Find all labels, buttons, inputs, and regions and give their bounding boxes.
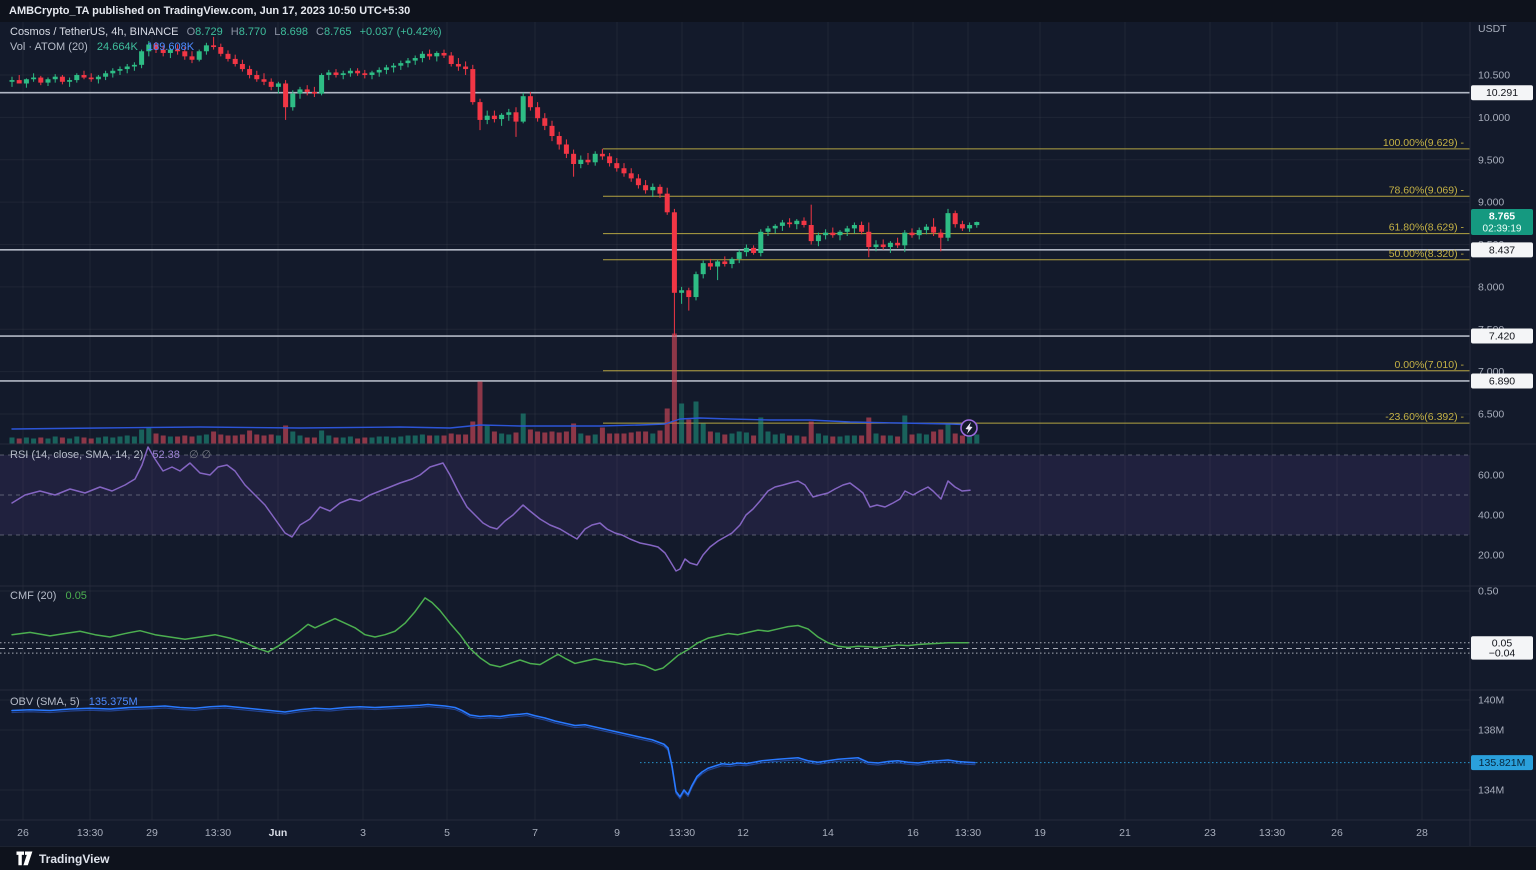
svg-text:0.00%(7.010) -: 0.00%(7.010) - <box>1395 359 1465 371</box>
svg-text:13:30: 13:30 <box>669 827 695 839</box>
svg-text:26: 26 <box>17 827 29 839</box>
svg-text:13:30: 13:30 <box>205 827 231 839</box>
svg-text:60.00: 60.00 <box>1478 470 1504 482</box>
svg-text:Jun: Jun <box>269 827 288 839</box>
svg-text:10.000: 10.000 <box>1478 112 1510 124</box>
obv-label: OBV (SMA, 5) <box>10 696 80 708</box>
svg-text:28: 28 <box>1416 827 1428 839</box>
svg-text:135.821M: 135.821M <box>1479 757 1526 769</box>
tradingview-wordmark[interactable]: TradingView <box>39 851 110 866</box>
close-label: C <box>316 26 324 38</box>
high-label: H <box>230 26 239 38</box>
pane-dividers <box>0 22 1536 846</box>
cmf-levels <box>0 642 1470 654</box>
high-value: 8.770 <box>238 26 267 38</box>
svg-text:10.500: 10.500 <box>1478 70 1510 82</box>
svg-text:50.00%(8.320) -: 50.00%(8.320) - <box>1389 248 1465 260</box>
svg-text:02:39:19: 02:39:19 <box>1483 224 1522 235</box>
axis-price-labels: 10.291 8.437 7.420 6.890 0.05−0.04 135.821M <box>1471 85 1533 771</box>
close-value: 8.765 <box>323 26 352 38</box>
svg-text:100.00%(9.629) -: 100.00%(9.629) - <box>1383 137 1465 149</box>
tradingview-logo-icon[interactable] <box>16 851 33 866</box>
svg-text:9.500: 9.500 <box>1478 154 1504 166</box>
svg-text:16: 16 <box>907 827 919 839</box>
svg-text:3: 3 <box>360 827 366 839</box>
rsi-line <box>11 446 971 572</box>
chart-canvas[interactable]: 100.00%(9.629) - 78.60%(9.069) - 61.80%(8.… <box>0 22 1536 846</box>
svg-text:USDT: USDT <box>1478 23 1507 35</box>
obv-value: 135.375M <box>88 696 138 708</box>
obv-line <box>11 703 976 798</box>
lightning-icon[interactable] <box>960 419 978 437</box>
cmf-value: 0.05 <box>65 590 87 602</box>
svg-text:134M: 134M <box>1478 785 1504 797</box>
svg-text:6.500: 6.500 <box>1478 409 1504 421</box>
svg-text:14: 14 <box>822 827 834 839</box>
symbol-legend[interactable]: Cosmos / TetherUS, 4h, BINANCE O8.729 H8… <box>10 26 442 38</box>
svg-text:6.890: 6.890 <box>1489 375 1515 387</box>
bottom-toolbar: TradingView <box>0 846 1536 870</box>
open-value: 8.729 <box>195 26 223 38</box>
candles[interactable] <box>9 36 980 337</box>
chart-area[interactable]: 100.00%(9.629) - 78.60%(9.069) - 61.80%(8.… <box>0 22 1536 846</box>
volume-legend[interactable]: Vol · ATOM (20) 24.664K 189.608K <box>10 41 194 53</box>
svg-text:8.765: 8.765 <box>1489 211 1515 223</box>
volume-value: 24.664K <box>96 41 138 53</box>
time-axis[interactable]: 26 13:30 29 13:30 Jun 3 5 7 9 13:30 12 14 16 13:30 19 2… <box>17 827 1428 839</box>
svg-text:78.60%(9.069) -: 78.60%(9.069) - <box>1389 184 1465 196</box>
change-value: +0.037 (+0.42%) <box>359 26 442 38</box>
svg-text:0.50: 0.50 <box>1478 586 1499 598</box>
gridlines <box>0 22 1470 820</box>
svg-text:−0.04: −0.04 <box>1489 648 1516 660</box>
svg-text:9: 9 <box>614 827 620 839</box>
svg-text:0.05: 0.05 <box>1492 637 1513 649</box>
svg-text:12: 12 <box>737 827 749 839</box>
svg-text:5: 5 <box>444 827 450 839</box>
rsi-extra-values: ∅ ∅ <box>188 449 212 461</box>
symbol-name[interactable]: Cosmos / TetherUS, 4h, BINANCE <box>10 26 179 38</box>
rsi-label: RSI (14, close, SMA, 14, 2) <box>10 449 144 461</box>
cmf-line <box>11 597 969 672</box>
volume-ma-line <box>11 417 978 430</box>
rsi-legend[interactable]: RSI (14, close, SMA, 14, 2) 52.38 ∅ ∅ <box>10 448 211 461</box>
svg-text:13:30: 13:30 <box>77 827 103 839</box>
svg-text:21: 21 <box>1119 827 1131 839</box>
svg-text:26: 26 <box>1331 827 1343 839</box>
rsi-value: 52.38 <box>152 449 180 461</box>
svg-text:13:30: 13:30 <box>955 827 981 839</box>
price-axis[interactable]: 10.50010.0009.5009.0008.5008.0007.5007.0… <box>1478 23 1510 797</box>
svg-text:20.00: 20.00 <box>1478 550 1504 562</box>
svg-text:19: 19 <box>1034 827 1046 839</box>
svg-text:7.420: 7.420 <box>1489 331 1515 343</box>
rsi-levels <box>0 454 1470 536</box>
low-value: 8.698 <box>280 26 308 38</box>
svg-text:138M: 138M <box>1478 725 1504 737</box>
svg-text:13:30: 13:30 <box>1259 827 1285 839</box>
support-resistance-lines[interactable] <box>0 91 1470 382</box>
svg-text:40.00: 40.00 <box>1478 510 1504 522</box>
svg-text:140M: 140M <box>1478 695 1504 707</box>
svg-text:-23.60%(6.392) -: -23.60%(6.392) - <box>1385 411 1464 423</box>
low-label: L <box>274 26 281 38</box>
svg-text:9.000: 9.000 <box>1478 197 1504 209</box>
svg-text:8.000: 8.000 <box>1478 281 1504 293</box>
svg-text:7: 7 <box>532 827 538 839</box>
svg-text:29: 29 <box>146 827 158 839</box>
cmf-label: CMF (20) <box>10 590 57 602</box>
cmf-legend[interactable]: CMF (20) 0.05 <box>10 590 87 602</box>
svg-text:23: 23 <box>1204 827 1216 839</box>
volume-bars <box>9 333 980 444</box>
volume-ma-value: 189.608K <box>146 41 195 53</box>
fib-retracement[interactable]: 100.00%(9.629) - 78.60%(9.069) - 61.80%(8.… <box>603 137 1470 424</box>
obv-sma-line <box>11 705 976 800</box>
svg-text:61.80%(8.629) -: 61.80%(8.629) - <box>1389 222 1465 234</box>
svg-text:10.291: 10.291 <box>1486 87 1518 99</box>
open-label: O <box>186 26 196 38</box>
published-title: AMBCrypto_TA published on TradingView.co… <box>0 0 1536 22</box>
obv-legend[interactable]: OBV (SMA, 5) 135.375M <box>10 696 138 708</box>
svg-text:8.437: 8.437 <box>1489 244 1515 256</box>
volume-label: Vol · ATOM (20) <box>10 41 88 53</box>
